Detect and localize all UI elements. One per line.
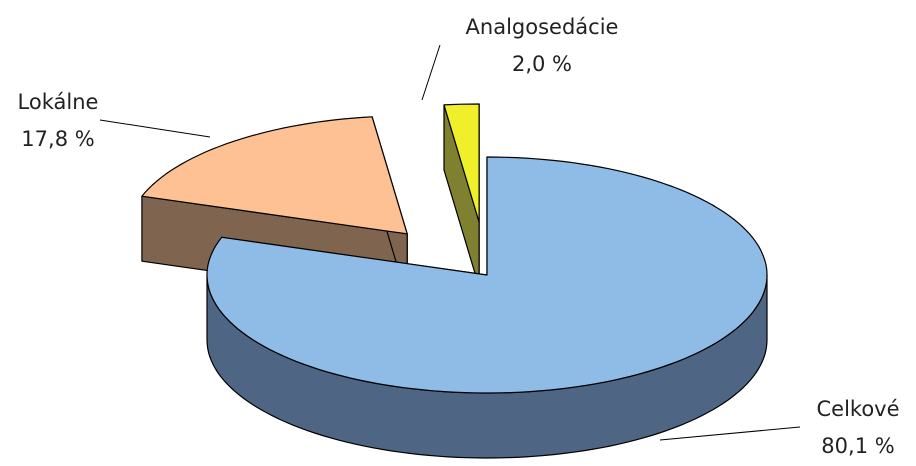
leader-line xyxy=(421,44,441,101)
slice-label: Celkové xyxy=(816,397,899,421)
slice xyxy=(206,156,768,394)
slice xyxy=(141,116,408,235)
value-label: 2,0 % xyxy=(512,52,572,76)
slice xyxy=(443,103,480,223)
slice-label: Lokálne xyxy=(18,90,99,114)
value-label: 80,1 % xyxy=(821,434,894,458)
leader-line xyxy=(659,426,801,441)
slice-label: Analgosedácie xyxy=(466,15,619,39)
value-label: 17,8 % xyxy=(21,127,94,151)
leader-line xyxy=(99,119,211,138)
